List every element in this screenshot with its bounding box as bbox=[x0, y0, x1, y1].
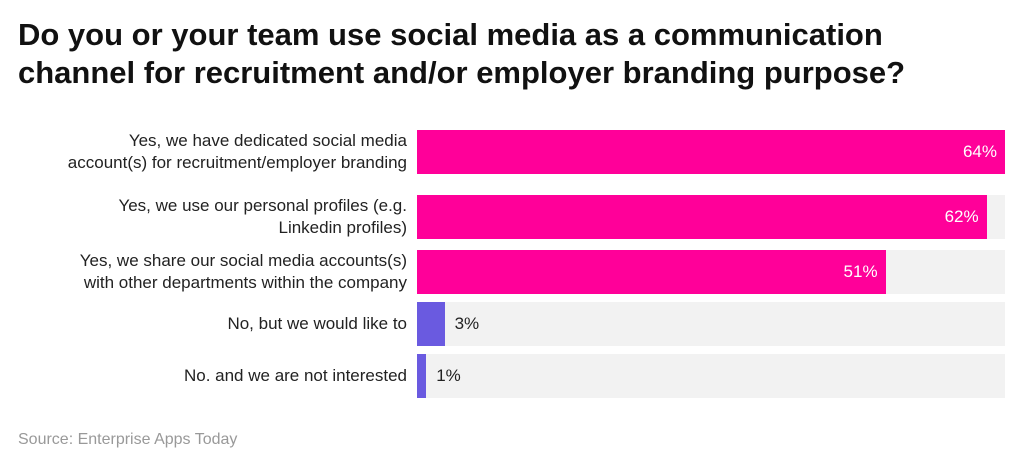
bar bbox=[417, 302, 445, 346]
chart-title: Do you or your team use social media as … bbox=[18, 17, 906, 90]
value-label: 62% bbox=[944, 207, 979, 226]
value-label: 64% bbox=[962, 142, 997, 161]
bar-track bbox=[417, 354, 1005, 398]
y-tick-label: Yes, we share our social media accounts(… bbox=[79, 251, 407, 292]
source-note: Source: Enterprise Apps Today bbox=[18, 431, 238, 448]
value-label: 51% bbox=[843, 262, 878, 281]
bar-track bbox=[417, 302, 1005, 346]
y-tick-label: Yes, we use our personal profiles (e.g. … bbox=[118, 196, 407, 237]
bar bbox=[417, 250, 886, 294]
value-label: 3% bbox=[454, 314, 480, 333]
y-tick-label: Yes, we have dedicated social media acco… bbox=[67, 131, 407, 172]
value-label: 1% bbox=[436, 366, 461, 385]
y-tick-label: No. and we are not interested bbox=[183, 366, 407, 385]
bar bbox=[417, 195, 987, 239]
y-tick-label: No, but we would like to bbox=[227, 314, 407, 333]
bar bbox=[417, 354, 427, 398]
bar bbox=[417, 130, 1005, 174]
